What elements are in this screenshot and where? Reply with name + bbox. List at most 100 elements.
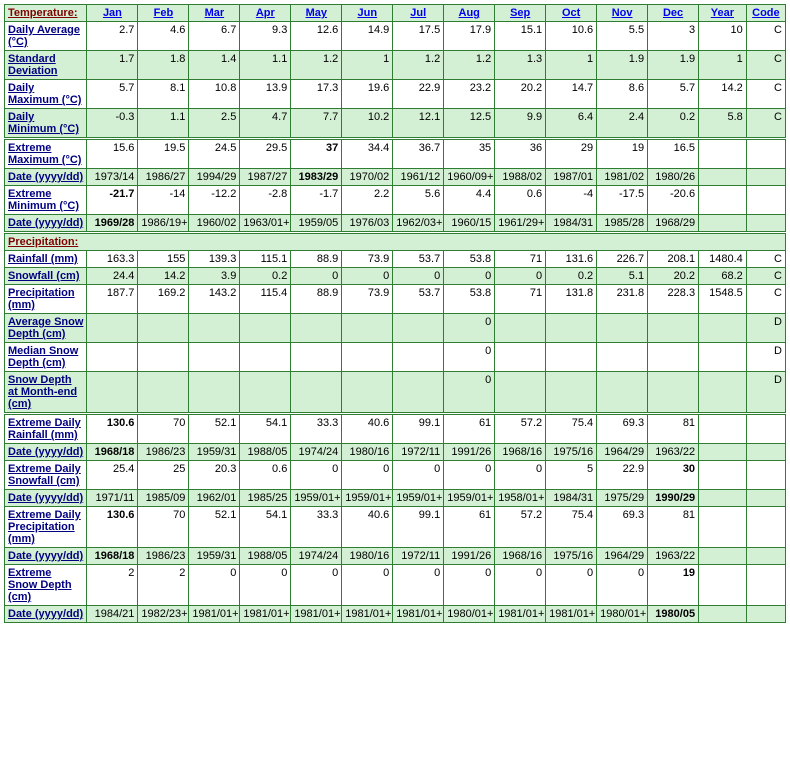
row-label-link[interactable]: Daily Average (°C)	[8, 24, 80, 48]
column-header-link[interactable]: Nov	[612, 7, 633, 19]
data-cell	[495, 343, 546, 372]
data-cell: 1994/29	[189, 169, 240, 186]
data-cell: 2.4	[597, 109, 648, 139]
row-label-link[interactable]: Extreme Snow Depth (cm)	[8, 567, 72, 603]
table-row: Daily Maximum (°C)5.78.110.813.917.319.6…	[5, 80, 786, 109]
row-label-link[interactable]: Extreme Daily Snowfall (cm)	[8, 463, 81, 487]
data-cell: 2.7	[87, 22, 138, 51]
section-title-link[interactable]: Temperature:	[8, 7, 77, 19]
column-header-link[interactable]: Mar	[205, 7, 225, 19]
row-label-link[interactable]: Extreme Daily Rainfall (mm)	[8, 417, 81, 441]
data-cell: 1982/23+	[138, 606, 189, 623]
data-cell	[699, 372, 747, 414]
row-label-link[interactable]: Daily Maximum (°C)	[8, 82, 81, 106]
data-cell: 1959/01+	[291, 490, 342, 507]
column-header-link[interactable]: Dec	[663, 7, 683, 19]
data-cell: 0.6	[495, 186, 546, 215]
data-cell	[240, 343, 291, 372]
row-label-link[interactable]: Median Snow Depth (cm)	[8, 345, 78, 369]
data-cell: 0	[393, 565, 444, 606]
column-header-link[interactable]: Jan	[103, 7, 122, 19]
data-cell	[746, 565, 785, 606]
row-label-link[interactable]: Precipitation (mm)	[8, 287, 75, 311]
data-cell: 1980/26	[648, 169, 699, 186]
data-cell: 10.8	[189, 80, 240, 109]
row-label-link[interactable]: Date (yyyy/dd)	[8, 217, 83, 229]
data-cell: 1984/31	[546, 215, 597, 233]
row-label-link[interactable]: Snowfall (cm)	[8, 270, 80, 282]
row-label-link[interactable]: Date (yyyy/dd)	[8, 550, 83, 562]
data-cell: 1985/25	[240, 490, 291, 507]
data-cell: 40.6	[342, 507, 393, 548]
row-label-link[interactable]: Date (yyyy/dd)	[8, 608, 83, 620]
data-cell: D	[746, 314, 785, 343]
data-cell: 1983/29	[291, 169, 342, 186]
column-header-link[interactable]: Feb	[154, 7, 174, 19]
data-cell: 5.6	[393, 186, 444, 215]
data-cell: 130.6	[87, 414, 138, 444]
data-cell: 1548.5	[699, 285, 747, 314]
data-cell	[699, 414, 747, 444]
data-cell: 69.3	[597, 507, 648, 548]
data-cell: 0	[342, 268, 393, 285]
data-cell: 143.2	[189, 285, 240, 314]
data-cell: 52.1	[189, 507, 240, 548]
row-label-link[interactable]: Extreme Maximum (°C)	[8, 142, 81, 166]
column-header-link[interactable]: Sep	[510, 7, 530, 19]
row-label-link[interactable]: Date (yyyy/dd)	[8, 492, 83, 504]
column-header-link[interactable]: Apr	[256, 7, 275, 19]
data-cell: 1981/01+	[189, 606, 240, 623]
row-label-link[interactable]: Standard Deviation	[8, 53, 58, 77]
column-header: Year	[699, 5, 747, 22]
data-cell: 1988/02	[495, 169, 546, 186]
column-header-link[interactable]: Code	[752, 7, 780, 19]
section-title-link[interactable]: Precipitation:	[8, 236, 78, 248]
column-header: Jun	[342, 5, 393, 22]
row-label: Snow Depth at Month-end (cm)	[5, 372, 87, 414]
data-cell: 1.1	[240, 51, 291, 80]
table-row: Median Snow Depth (cm)0D	[5, 343, 786, 372]
row-label-link[interactable]: Extreme Daily Precipitation (mm)	[8, 509, 81, 545]
data-cell: 6.7	[189, 22, 240, 51]
data-cell	[699, 186, 747, 215]
row-label-link[interactable]: Snow Depth at Month-end (cm)	[8, 374, 77, 410]
data-cell: 1974/24	[291, 548, 342, 565]
column-header-link[interactable]: Oct	[562, 7, 580, 19]
data-cell: 131.6	[546, 251, 597, 268]
row-label-link[interactable]: Extreme Minimum (°C)	[8, 188, 79, 212]
row-label-link[interactable]: Average Snow Depth (cm)	[8, 316, 83, 340]
data-cell: 5.1	[597, 268, 648, 285]
data-cell: 1981/01+	[240, 606, 291, 623]
row-label-link[interactable]: Date (yyyy/dd)	[8, 171, 83, 183]
data-cell: 12.5	[444, 109, 495, 139]
data-cell: 1962/03+	[393, 215, 444, 233]
data-cell: 1.3	[495, 51, 546, 80]
column-header-link[interactable]: Jul	[410, 7, 426, 19]
row-label: Extreme Minimum (°C)	[5, 186, 87, 215]
data-cell: 1.8	[138, 51, 189, 80]
data-cell: 1958/01+	[495, 490, 546, 507]
column-header-link[interactable]: Jun	[357, 7, 377, 19]
column-header-link[interactable]: May	[306, 7, 327, 19]
column-header-link[interactable]: Year	[711, 7, 734, 19]
row-label-link[interactable]: Daily Minimum (°C)	[8, 111, 79, 135]
row-label-link[interactable]: Rainfall (mm)	[8, 253, 78, 265]
data-cell: 37	[291, 139, 342, 169]
column-header: Code	[746, 5, 785, 22]
data-cell: 16.5	[648, 139, 699, 169]
data-cell: 1980/05	[648, 606, 699, 623]
data-cell: 0	[240, 565, 291, 606]
data-cell: 81	[648, 507, 699, 548]
data-cell	[495, 372, 546, 414]
data-cell: 53.8	[444, 251, 495, 268]
data-cell: 1959/01+	[393, 490, 444, 507]
data-cell: -17.5	[597, 186, 648, 215]
data-cell: 22.9	[597, 461, 648, 490]
data-cell: 231.8	[597, 285, 648, 314]
data-cell: 1986/19+	[138, 215, 189, 233]
data-cell: 3	[648, 22, 699, 51]
data-cell: 130.6	[87, 507, 138, 548]
column-header-link[interactable]: Aug	[459, 7, 480, 19]
row-label-link[interactable]: Date (yyyy/dd)	[8, 446, 83, 458]
data-cell: 1962/01	[189, 490, 240, 507]
